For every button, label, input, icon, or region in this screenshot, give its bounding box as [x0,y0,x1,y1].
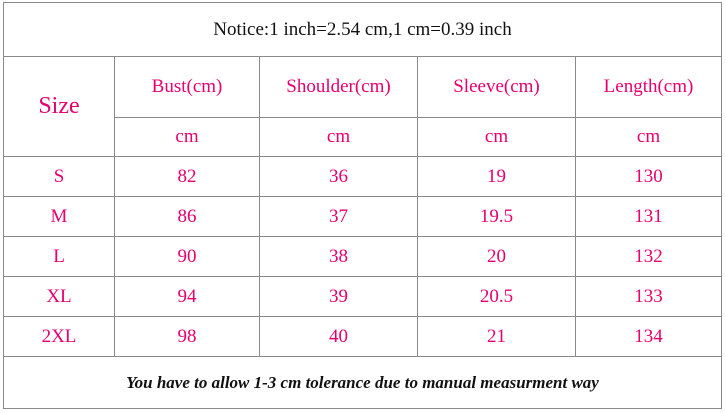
unit-cell: cm [259,117,418,157]
unit-cell: cm [114,117,260,157]
measurement: 20 [417,236,576,277]
unit-cell: cm [575,117,722,157]
measurement: 40 [259,316,418,357]
measurement: 37 [259,196,418,237]
column-header: Shoulder(cm) [259,56,418,118]
size-row: XL 94 39 20.5 133 [3,276,722,317]
column-header: Bust(cm) [114,56,260,118]
size-row: 2XL 98 40 21 134 [3,316,722,357]
measurement: 132 [575,236,722,277]
size-label: 2XL [3,316,115,357]
size-label: M [3,196,115,237]
measurement: 38 [259,236,418,277]
measurement: 133 [575,276,722,317]
table-body: Notice:1 inch=2.54 cm,1 cm=0.39 inch Siz… [3,2,722,409]
size-label: L [3,236,115,277]
size-label: XL [3,276,115,317]
footer-note: You have to allow 1-3 cm tolerance due t… [3,356,722,409]
column-header: Sleeve(cm) [417,56,576,118]
measurement: 90 [114,236,260,277]
size-row: L 90 38 20 132 [3,236,722,277]
measurement: 82 [114,156,260,197]
measurement: 94 [114,276,260,317]
measurement: 20.5 [417,276,576,317]
notice: Notice:1 inch=2.54 cm,1 cm=0.39 inch [3,2,722,57]
footer-row: You have to allow 1-3 cm tolerance due t… [3,356,722,409]
size-chart: Notice:1 inch=2.54 cm,1 cm=0.39 inch Siz… [3,2,722,409]
measurement: 21 [417,316,576,357]
size-header: Size [3,56,115,157]
measurement: 86 [114,196,260,237]
column-header: Length(cm) [575,56,722,118]
measurement: 98 [114,316,260,357]
measurement: 19.5 [417,196,576,237]
unit-cell: cm [417,117,576,157]
unit-row: cm cm cm cm [4,117,722,157]
measurement: 39 [259,276,418,317]
measurement: 19 [417,156,576,197]
size-label: S [3,156,115,197]
size-row: S 82 36 19 130 [3,156,722,197]
measurement: 36 [259,156,418,197]
measurement: 130 [575,156,722,197]
measurement: 134 [575,316,722,357]
measurement: 131 [575,196,722,237]
header-row: Size Bust(cm) Shoulder(cm) Sleeve(cm) Length… [3,56,722,157]
size-row: M 86 37 19.5 131 [3,196,722,237]
